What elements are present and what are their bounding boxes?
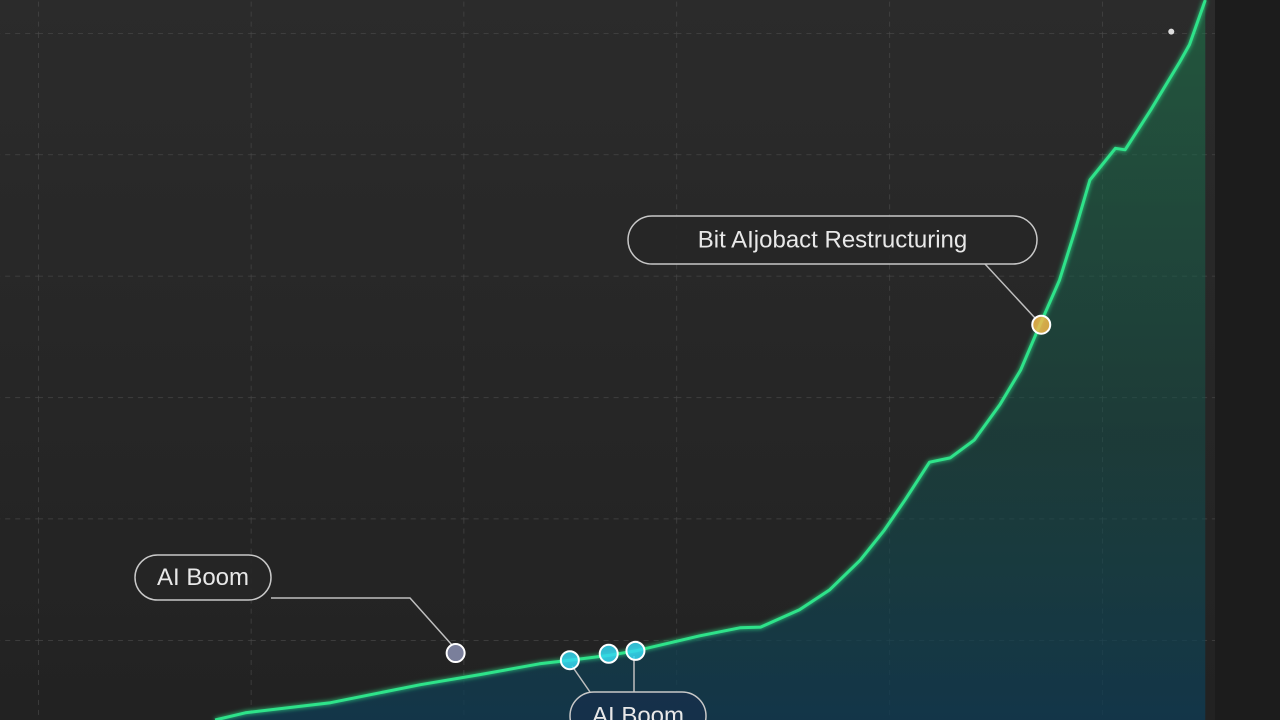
marker (598, 643, 619, 664)
annotation-leader (271, 597, 453, 646)
marker (445, 643, 466, 664)
marker (559, 650, 580, 671)
annotation-box (627, 215, 1038, 265)
annotation-text: AI Boom (592, 702, 684, 720)
side-panel (1215, 0, 1280, 720)
annotation-box (134, 554, 272, 601)
annotation-leader (984, 263, 1036, 319)
plot: AI Boom Bit AIjobact Restructuring AI Boom (134, 0, 1207, 720)
annotation-text: AI Boom (157, 564, 249, 591)
line (214, 0, 1207, 720)
annotation-text: Bit AIjobact Restructuring (698, 226, 967, 253)
marker (1031, 314, 1052, 335)
marker (625, 640, 646, 661)
marker (1168, 28, 1175, 35)
annotation-leader (571, 665, 591, 693)
annotation-box (569, 691, 707, 720)
line-area (215, 0, 1206, 720)
